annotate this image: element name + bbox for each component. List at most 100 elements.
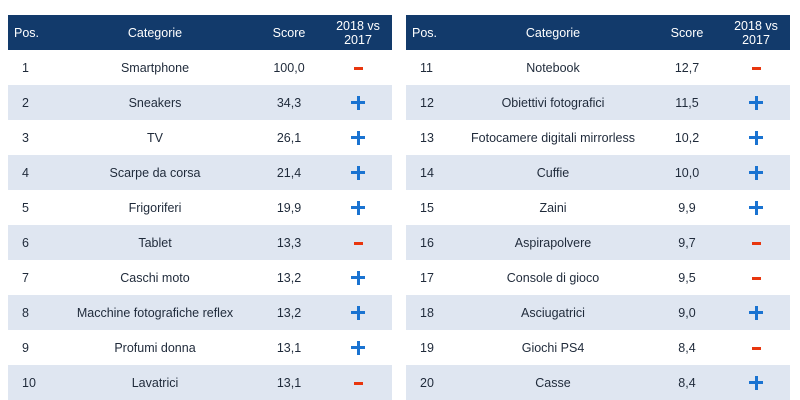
row-score: 10,0 <box>652 155 722 190</box>
table-header-row: Pos. Categorie Score 2018 vs 2017 <box>406 15 790 50</box>
row-trend <box>324 190 392 225</box>
row-score: 13,1 <box>254 365 324 400</box>
row-position: 18 <box>406 295 454 330</box>
row-category: Giochi PS4 <box>521 340 585 355</box>
row-score: 9,9 <box>678 200 696 215</box>
row-trend <box>722 330 790 365</box>
plus-icon <box>351 340 365 355</box>
header-trend-line2: 2017 <box>344 32 372 47</box>
row-score: 13,2 <box>254 295 324 330</box>
table-row: 17 Console di gioco 9,5 <box>406 260 790 295</box>
table-row: 18 Asciugatrici 9,0 <box>406 295 790 330</box>
row-category: Aspirapolvere <box>454 225 652 260</box>
row-category: Obiettivi fotografici <box>454 85 652 120</box>
row-score: 13,1 <box>276 340 302 355</box>
plus-icon <box>351 200 365 215</box>
ranking-table: Pos. Categorie Score 2018 vs 2017 1 Smartp… <box>8 15 392 400</box>
row-trend <box>722 365 790 400</box>
row-score: 26,1 <box>276 130 302 145</box>
row-score: 11,5 <box>652 85 722 120</box>
table-row: 3 TV 26,1 <box>8 120 392 155</box>
row-position: 7 <box>22 270 29 285</box>
header-trend-line1: 2018 vs <box>336 18 380 33</box>
row-trend <box>324 365 392 400</box>
row-category: Profumi donna <box>114 340 196 355</box>
plus-icon <box>351 165 365 180</box>
header-pos: Pos. <box>406 15 454 50</box>
header-score: Score <box>254 15 324 50</box>
row-trend <box>324 50 392 85</box>
row-score: 100,0 <box>273 60 305 75</box>
row-category: Cuffie <box>454 155 652 190</box>
row-score: 8,4 <box>652 365 722 400</box>
row-trend <box>324 85 392 120</box>
row-position: 3 <box>22 130 29 145</box>
row-position: 13 <box>420 130 434 145</box>
table-row: 15 Zaini 9,9 <box>406 190 790 225</box>
row-position: 4 <box>8 155 56 190</box>
row-score: 9,5 <box>678 270 696 285</box>
minus-icon <box>353 381 363 385</box>
minus-icon <box>751 241 761 245</box>
minus-icon <box>751 276 761 280</box>
ranking-table-left: Pos. Categorie Score 2018 vs 2017 1 Smartp… <box>8 15 392 400</box>
row-position: 17 <box>420 270 434 285</box>
row-category: Lavatrici <box>56 365 254 400</box>
ranking-table-right: Pos. Categorie Score 2018 vs 2017 11 Noteb… <box>406 15 790 400</box>
header-trend: 2018 vs 2017 <box>324 15 392 50</box>
plus-icon <box>351 130 365 145</box>
row-score: 34,3 <box>254 85 324 120</box>
row-trend <box>324 225 392 260</box>
row-trend <box>324 155 392 190</box>
row-category: Console di gioco <box>506 270 600 285</box>
table-row: 1 Smartphone 100,0 <box>8 50 392 85</box>
row-position: 9 <box>22 340 29 355</box>
row-position: 8 <box>8 295 56 330</box>
table-row: 9 Profumi donna 13,1 <box>8 330 392 365</box>
row-category: Scarpe da corsa <box>56 155 254 190</box>
table-row: 11 Notebook 12,7 <box>406 50 790 85</box>
row-trend <box>722 155 790 190</box>
header-pos: Pos. <box>8 15 56 50</box>
row-position: 10 <box>8 365 56 400</box>
row-category: Asciugatrici <box>454 295 652 330</box>
plus-icon <box>351 305 365 320</box>
table-row: 7 Caschi moto 13,2 <box>8 260 392 295</box>
row-category: Fotocamere digitali mirrorless <box>471 130 635 145</box>
row-score: 9,7 <box>652 225 722 260</box>
row-position: 15 <box>420 200 434 215</box>
ranking-table: Pos. Categorie Score 2018 vs 2017 11 Noteb… <box>406 15 790 400</box>
plus-icon <box>749 95 763 110</box>
plus-icon <box>351 270 365 285</box>
table-row: 2 Sneakers 34,3 <box>8 85 392 120</box>
header-category: Categorie <box>56 15 254 50</box>
table-row: 4 Scarpe da corsa 21,4 <box>8 155 392 190</box>
row-score: 9,0 <box>652 295 722 330</box>
row-category: Smartphone <box>120 60 190 75</box>
row-trend <box>722 260 790 295</box>
table-row: 8 Macchine fotografiche reflex 13,2 <box>8 295 392 330</box>
row-position: 20 <box>406 365 454 400</box>
row-category: Zaini <box>539 200 567 215</box>
row-trend <box>324 330 392 365</box>
minus-icon <box>751 346 761 350</box>
row-category: Frigoriferi <box>128 200 182 215</box>
row-score: 8,4 <box>678 340 696 355</box>
row-category: Tablet <box>56 225 254 260</box>
row-position: 1 <box>22 60 29 75</box>
row-trend <box>722 85 790 120</box>
row-position: 11 <box>420 60 433 75</box>
row-score: 13,2 <box>276 270 302 285</box>
row-trend <box>722 190 790 225</box>
table-row: 5 Frigoriferi 19,9 <box>8 190 392 225</box>
row-category: Casse <box>454 365 652 400</box>
row-trend <box>324 295 392 330</box>
row-position: 6 <box>8 225 56 260</box>
plus-icon <box>749 130 763 145</box>
row-category: Macchine fotografiche reflex <box>56 295 254 330</box>
plus-icon <box>749 375 763 390</box>
table-row: 12 Obiettivi fotografici 11,5 <box>406 85 790 120</box>
row-trend <box>722 50 790 85</box>
table-row: 6 Tablet 13,3 <box>8 225 392 260</box>
row-category: TV <box>147 130 163 145</box>
